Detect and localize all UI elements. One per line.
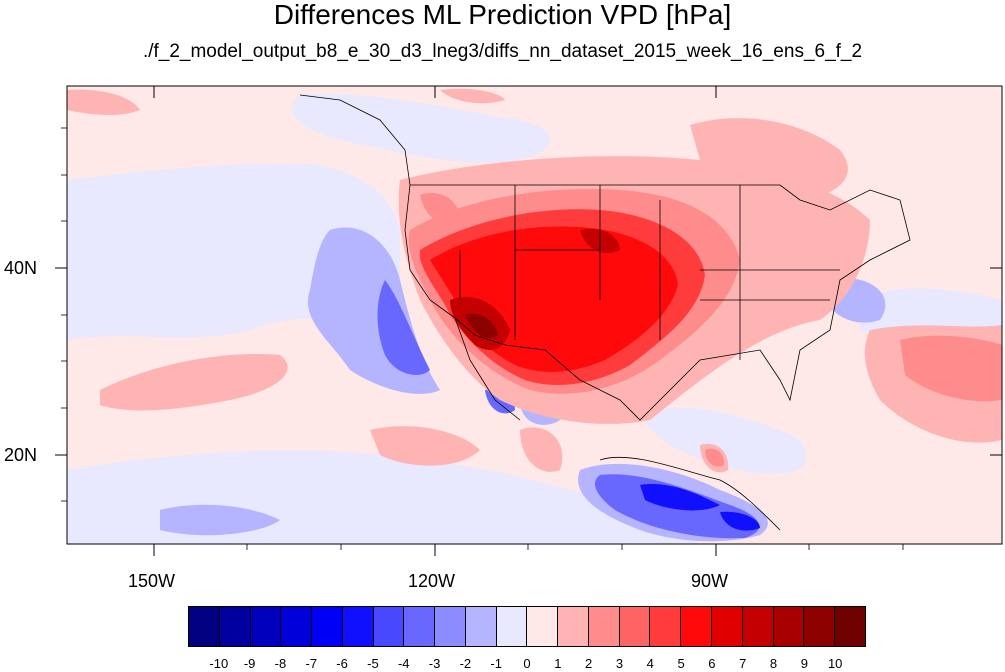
colorbar-swatch	[312, 607, 343, 646]
minor-ticks	[61, 127, 904, 550]
colorbar-label: -8	[274, 656, 287, 671]
colorbar-label: 9	[800, 656, 808, 671]
colorbar-swatch	[404, 607, 436, 646]
darkest-red-regions	[465, 313, 498, 339]
colorbar-label: -9	[243, 656, 256, 671]
colorbar-label: -4	[397, 656, 410, 671]
deep-blue-regions	[640, 484, 760, 531]
lon-label-120w: 120W	[408, 571, 456, 591]
map-subtitle: ./f_2_model_output_b8_e_30_d3_lneg3/diff…	[142, 41, 863, 62]
colorbar-label: -10	[209, 656, 229, 671]
colorbar-swatch	[435, 607, 466, 646]
colorbar-label: 6	[708, 656, 716, 671]
colorbar	[188, 606, 866, 647]
colorbar-label: -1	[490, 656, 502, 671]
colorbar-swatch	[496, 607, 528, 646]
colorbar-label: -6	[336, 656, 348, 671]
political-borders	[299, 94, 911, 531]
colorbar-swatch	[742, 607, 774, 646]
colorbar-label: -3	[428, 656, 441, 671]
colorbar-label: -2	[459, 656, 472, 671]
colorbar-swatch	[189, 607, 220, 646]
colorbar-label: 4	[646, 656, 654, 671]
colorbar-swatch	[804, 607, 836, 646]
colorbar-swatch	[588, 607, 620, 646]
colorbar-swatch	[250, 607, 282, 646]
colorbar-label: 2	[585, 656, 593, 671]
map-title: Differences ML Prediction VPD [hPa]	[273, 0, 732, 30]
colorbar-swatch	[219, 607, 251, 646]
colorbar-swatch	[773, 607, 805, 646]
colorbar-label: 8	[769, 656, 778, 671]
colorbar-swatch	[650, 607, 682, 646]
lon-label-90w: 90W	[691, 571, 729, 591]
colorbar-label: 7	[739, 656, 747, 671]
colorbar-swatch	[681, 607, 713, 646]
colorbar-swatch	[835, 607, 865, 646]
colorbar-swatch	[281, 607, 313, 646]
lon-label-150w: 150W	[128, 571, 176, 591]
colorbar-swatch	[527, 607, 559, 646]
colorbar-swatch	[342, 607, 374, 646]
colorbar-label: -5	[367, 656, 379, 671]
map-field	[67, 86, 1002, 544]
colorbar-label: 1	[554, 656, 562, 671]
colorbar-swatch	[373, 607, 405, 646]
colorbar-label: 3	[615, 656, 624, 671]
colorbar-swatch	[558, 607, 589, 646]
colorbar-swatch	[619, 607, 651, 646]
lat-label-40n: 40N	[4, 258, 38, 278]
lat-label-20n: 20N	[4, 445, 38, 465]
colorbar-swatch	[712, 607, 743, 646]
colorbar-label: 5	[677, 656, 685, 671]
colorbar-label: 0	[523, 656, 531, 671]
colorbar-label: 10	[827, 656, 843, 671]
colorbar-swatch	[465, 607, 497, 646]
colorbar-label: -7	[305, 656, 318, 671]
axis-ticks	[55, 86, 1002, 556]
